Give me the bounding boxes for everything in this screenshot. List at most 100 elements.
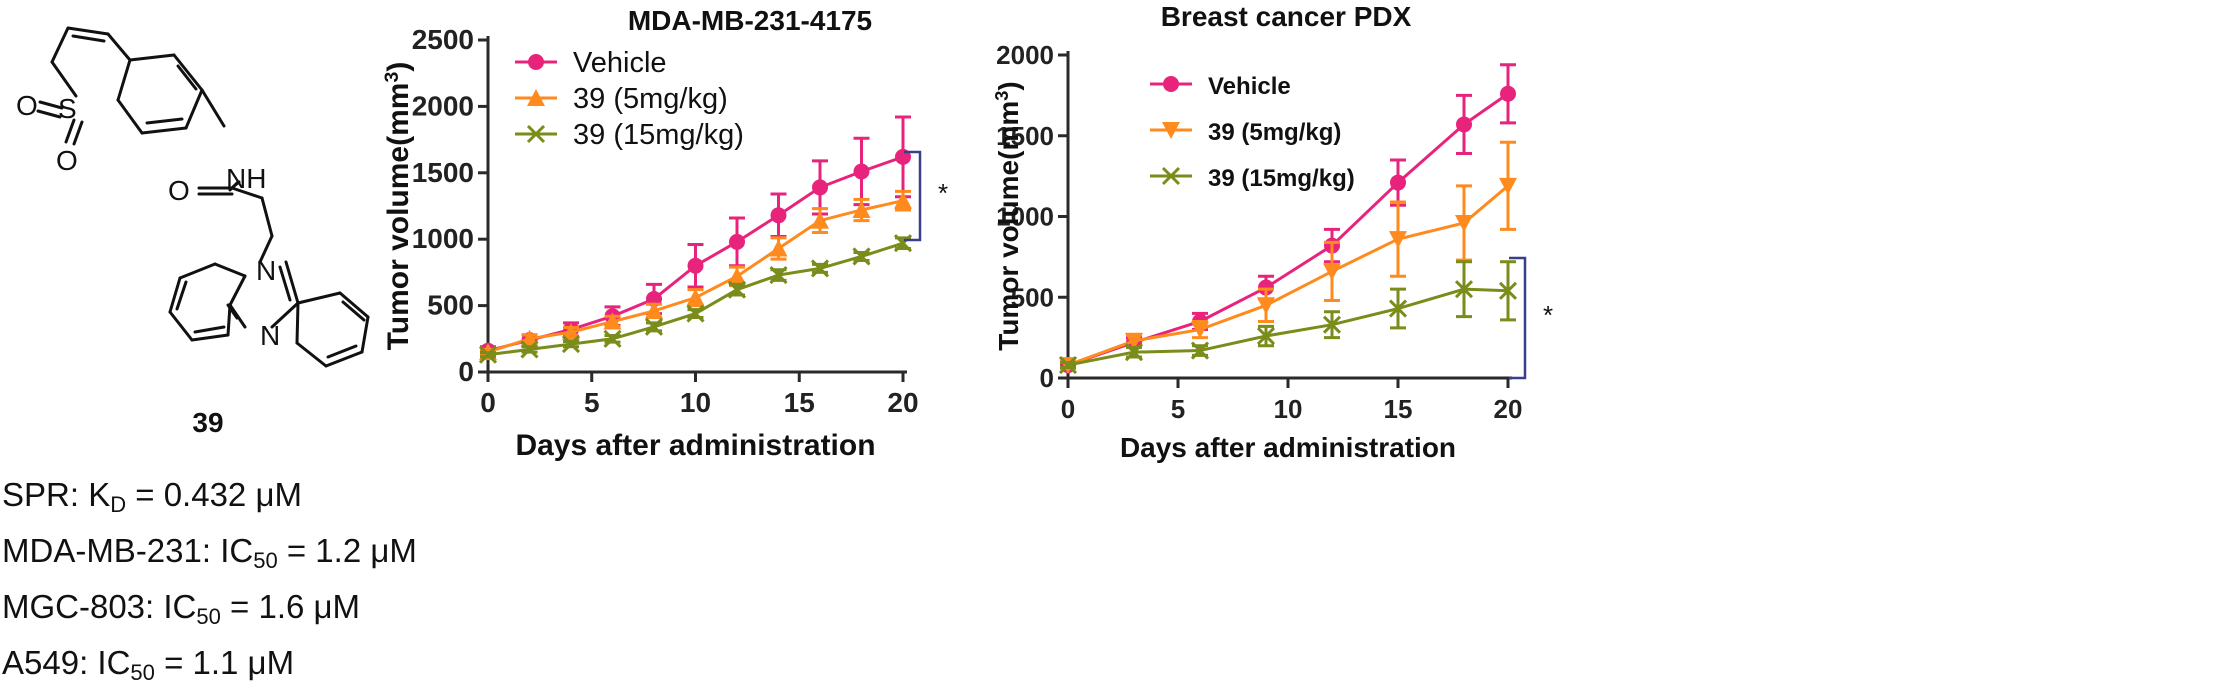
property-a549-ic50: A549: IC50 = 1.1 μM [2, 644, 295, 685]
legend-marker [528, 54, 544, 70]
legend-marker [526, 124, 546, 144]
legend-marker [1162, 122, 1180, 139]
y-tick-label: 1000 [996, 202, 1054, 232]
legend-label: 39 (5mg/kg) [573, 83, 728, 115]
figure-canvas: S O O NH O N N 39 MDA-MB-231-41750500100… [16, 1, 1553, 463]
y-tick-label: 2000 [996, 40, 1054, 70]
data-point [687, 257, 704, 274]
x-tick-label: 10 [680, 387, 711, 418]
legend-label: 39 (5mg/kg) [1208, 119, 1341, 146]
series-2 [478, 234, 913, 364]
chart-mda-mb-231-4175: MDA-MB-231-4175 0 500 1000 1500 2000 2500 0 5 10 1… [381, 5, 948, 462]
data-point [1389, 231, 1407, 249]
data-point [1323, 263, 1341, 281]
data-point [1257, 297, 1275, 315]
y-axis-label: Tumor volume(mm3) [381, 62, 415, 351]
x-tick-label: 20 [887, 387, 918, 418]
property-spr-kd: SPR: KD = 0.432 μM [2, 476, 302, 517]
chart-title: Breast cancer PDX [1161, 1, 1412, 32]
x-tick-label: 10 [1274, 394, 1303, 424]
data-point [1499, 177, 1517, 195]
legend-marker [1161, 166, 1181, 186]
chart-breast-cancer-pdx: Breast cancer PDX 0 500 1000 1500 2000 0 5 10 15 2… [992, 1, 1553, 463]
data-point [1455, 214, 1473, 232]
compound-properties: SPR: KD = 0.432 μM MDA-MB-231: IC50 = 1.… [2, 472, 417, 696]
legend-marker [527, 89, 545, 106]
y-tick-label: 1000 [412, 223, 474, 254]
compound-39-atom-labels: S O O NH O N N [16, 90, 280, 351]
atom-n-bridge: N [256, 255, 276, 286]
y-tick-label: 1500 [996, 121, 1054, 151]
data-point [603, 312, 622, 330]
series-line [1067, 287, 1509, 367]
data-point [644, 317, 664, 336]
y-tick-label: 0 [458, 356, 474, 387]
atom-o-1: O [16, 90, 38, 121]
y-tick-label: 1500 [412, 157, 474, 188]
x-tick-label: 15 [1384, 394, 1413, 424]
atom-o-3: O [168, 175, 190, 206]
significance-marker: * [938, 178, 948, 208]
atom-s: S [58, 93, 77, 124]
series-line [1067, 184, 1509, 367]
series-0 [1060, 63, 1516, 374]
data-point [1390, 174, 1406, 191]
atom-nh: NH [226, 163, 266, 194]
data-point [603, 329, 622, 348]
data-point [1322, 315, 1342, 334]
data-point [1190, 341, 1210, 360]
data-point [645, 301, 663, 319]
data-point [853, 163, 870, 180]
property-mda-mb-231-ic50: MDA-MB-231: IC50 = 1.2 μM [2, 532, 417, 573]
x-tick-label: 0 [480, 387, 496, 418]
x-tick-label: 15 [784, 387, 815, 418]
data-point [686, 304, 705, 323]
data-point [562, 323, 580, 341]
data-point [729, 233, 745, 250]
data-point [812, 179, 828, 196]
series-1 [479, 189, 912, 361]
significance-marker: * [1543, 300, 1553, 330]
legend-marker [1163, 76, 1179, 92]
atom-n-ring: N [260, 320, 280, 351]
data-point [686, 288, 705, 306]
data-point [1454, 280, 1474, 299]
data-point [1125, 332, 1143, 350]
data-point [770, 207, 787, 224]
data-point [769, 239, 788, 257]
compound-label: 39 [192, 407, 223, 438]
data-point [561, 335, 581, 354]
data-point [520, 329, 539, 347]
significance-bracket [904, 150, 922, 242]
y-tick-label: 0 [1040, 363, 1054, 393]
y-tick-label: 500 [1011, 282, 1054, 312]
legend-label: Vehicle [573, 47, 667, 79]
x-tick-label: 5 [1171, 394, 1185, 424]
data-point [811, 211, 829, 229]
data-point [728, 267, 746, 285]
chart-title: MDA-MB-231-4175 [628, 5, 872, 36]
x-axis-label: Days after administration [515, 429, 875, 462]
legend-label: 39 (15mg/kg) [1208, 165, 1355, 192]
series-2 [1058, 260, 1518, 375]
significance-bracket [1509, 256, 1527, 380]
data-point [478, 345, 498, 364]
data-point [1498, 281, 1518, 300]
data-point [1058, 356, 1078, 375]
data-point [852, 200, 871, 218]
data-point [1388, 299, 1408, 318]
data-point [852, 247, 871, 266]
series-1 [1059, 140, 1517, 375]
atom-o-2: O [56, 145, 78, 176]
x-tick-label: 5 [584, 387, 600, 418]
y-tick-label: 500 [427, 290, 474, 321]
y-axis-label: Tumor volume(mm3) [992, 81, 1024, 350]
data-point [1256, 326, 1276, 346]
data-point [520, 340, 539, 359]
data-point [810, 259, 830, 278]
data-point [727, 280, 747, 299]
data-point [893, 234, 913, 253]
x-tick-label: 0 [1061, 394, 1075, 424]
x-axis-label: Days after administration [1120, 432, 1456, 463]
x-tick-label: 20 [1494, 394, 1523, 424]
